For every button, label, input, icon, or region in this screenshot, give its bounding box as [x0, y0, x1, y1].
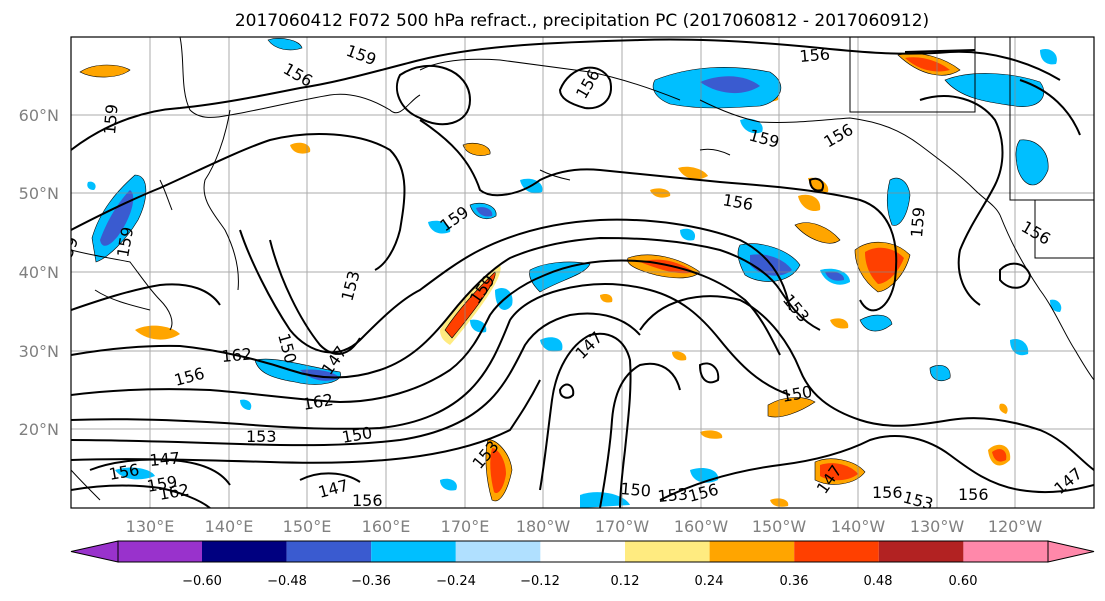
contour-label: 153 — [657, 484, 689, 506]
colorbar-segment — [709, 541, 795, 562]
lon-label: 170°E — [441, 517, 490, 536]
lon-label: 120°W — [988, 517, 1043, 536]
colorbar-tick-label: 0.24 — [695, 574, 724, 589]
contour-label: 159 — [907, 206, 929, 238]
contour-label: 150 — [620, 479, 652, 501]
map-area: 159 156 159 156 156 159 156 159 156 156 … — [54, 37, 1094, 514]
lon-label: 150°W — [752, 517, 807, 536]
colorbar-tick-label: 0.12 — [611, 574, 640, 589]
colorbar-segment — [371, 541, 456, 562]
lon-label: 150°E — [283, 517, 332, 536]
colorbar-extend-max — [1047, 540, 1095, 563]
colorbar-tick-label: −0.60 — [182, 574, 222, 589]
colorbar-tick-label: −0.24 — [436, 574, 476, 589]
colorbar-segment — [625, 541, 710, 562]
contour-label: 156 — [958, 485, 989, 504]
lon-label: 140°E — [205, 517, 254, 536]
colorbar-tick-label: −0.12 — [520, 574, 560, 589]
colorbar-tick-labels: −0.60 −0.48 −0.36 −0.24 −0.12 0.12 0.24 … — [182, 574, 977, 589]
colorbar-segment — [455, 541, 541, 562]
contour-label: 156 — [799, 44, 831, 66]
lon-label: 170°W — [595, 517, 650, 536]
contour-label: 147 — [149, 448, 181, 470]
lon-label: 130°W — [910, 517, 965, 536]
lon-label: 180°W — [516, 517, 571, 536]
colorbar-outline — [117, 540, 1049, 563]
colorbar-segment — [118, 541, 202, 562]
map-frame — [70, 36, 1095, 509]
contour-label: 153 — [246, 427, 277, 446]
colorbar-tick-label: 0.48 — [864, 574, 893, 589]
colorbar-segment — [540, 541, 625, 562]
colorbar-extend-min — [70, 540, 119, 563]
coastlines — [71, 37, 1094, 501]
colorbar — [70, 540, 1095, 563]
colorbar-tick-label: −0.48 — [267, 574, 307, 589]
contour-label: 156 — [872, 483, 903, 502]
height-contours — [71, 38, 1094, 508]
lat-label: 30°N — [19, 342, 59, 361]
colorbar-segment — [963, 541, 1048, 562]
lat-label: 50°N — [19, 184, 59, 203]
colorbar-segment — [286, 541, 372, 562]
lon-label: 130°E — [126, 517, 175, 536]
lon-label: 160°E — [362, 517, 411, 536]
contour-label: 153 — [901, 488, 935, 514]
latitude-labels: 60°N 50°N 40°N 30°N 20°N — [19, 106, 59, 439]
longitude-labels: 130°E 140°E 150°E 160°E 170°E 180°W 170°… — [126, 517, 1043, 536]
colorbar-tick-label: 0.36 — [780, 574, 809, 589]
colorbar-tick-label: 0.60 — [949, 574, 978, 589]
contour-label: 162 — [221, 344, 253, 366]
lon-label: 160°W — [674, 517, 729, 536]
colorbar-segment — [794, 541, 879, 562]
lat-label: 20°N — [19, 420, 59, 439]
contour-label: 159 — [54, 234, 82, 269]
colorbar-segment — [878, 541, 964, 562]
colorbar-segment — [202, 541, 287, 562]
contour-label: 156 — [352, 491, 383, 510]
colorbar-tick-label: −0.36 — [351, 574, 391, 589]
contour-label: 159 — [100, 103, 122, 135]
lat-label: 40°N — [19, 263, 59, 282]
map-title: 2017060412 F072 500 hPa refract., precip… — [235, 11, 929, 31]
lat-label: 60°N — [19, 106, 59, 125]
lon-label: 140°W — [831, 517, 886, 536]
